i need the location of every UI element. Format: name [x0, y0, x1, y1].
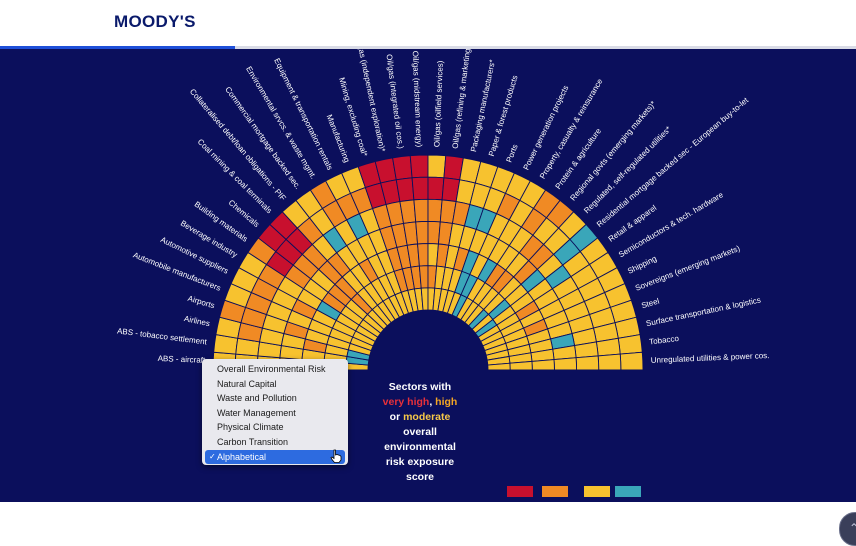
heatmap-cell[interactable]: [617, 334, 643, 355]
legend-item: High: [540, 486, 570, 510]
dropdown-option-label: Natural Capital: [217, 378, 277, 389]
dropdown-option-label: Carbon Transition: [217, 436, 289, 447]
legend-swatch: [507, 486, 533, 497]
sector-label: Surface transportation & logistics: [645, 295, 761, 328]
chevron-up-icon: ⌃: [849, 521, 856, 535]
heatmap-cell[interactable]: [413, 198, 429, 223]
heatmap-cell[interactable]: [619, 351, 644, 371]
heatmap-cell[interactable]: [595, 337, 621, 357]
selected-category-label: Selected category:: [123, 501, 204, 511]
sector-label: Residential mortgage backed sec - Europe…: [595, 95, 751, 229]
legend-swatch: [584, 486, 610, 497]
legend: Very high risk High Moderate Low: [495, 486, 655, 516]
dropdown-option-label: Waste and Pollution: [217, 393, 297, 404]
dropdown-option[interactable]: Natural Capital: [202, 377, 348, 392]
sector-label: Airports: [187, 294, 216, 310]
heatmap-cell[interactable]: [418, 265, 429, 289]
heatmap-cell[interactable]: [427, 176, 445, 201]
dropdown-option-label: Alphabetical: [217, 451, 267, 462]
legend-swatch: [542, 486, 568, 497]
sector-label: Tobacco: [649, 334, 680, 347]
heatmap-cell[interactable]: [531, 359, 555, 371]
sector-label: Ports: [505, 143, 520, 164]
sector-label: Steel: [640, 296, 660, 310]
dropdown-option-label: Physical Climate: [217, 422, 284, 433]
heatmap-cell[interactable]: [575, 355, 600, 371]
or-text: or: [389, 411, 404, 423]
moodys-logo[interactable]: MOODY'S: [114, 12, 196, 31]
center-line-4: environmental: [384, 441, 456, 453]
top-bar: MOODY'S: [0, 0, 856, 47]
center-line-5: risk exposure: [385, 456, 455, 468]
sector-label: Oil/gas (midstream energy): [411, 51, 424, 148]
center-line-6: score: [405, 471, 435, 483]
dropdown-option[interactable]: ✓ Alphabetical: [205, 449, 345, 465]
heatmap-cell[interactable]: [509, 360, 533, 371]
sector-label: Oil/gas (refining & marketing): [451, 49, 473, 149]
dropdown-option-label: Water Management: [217, 407, 296, 418]
sector-label: ABS - tobacco settlement: [117, 326, 208, 346]
sector-label: Power generation projects: [522, 84, 571, 171]
checkmark-icon: ✓: [209, 451, 216, 461]
heatmap-cell[interactable]: [427, 198, 443, 223]
legend-item: Very high risk: [495, 486, 545, 510]
comma-text: ,: [429, 396, 436, 408]
reading-progress-fill: [0, 46, 235, 49]
dropdown-option[interactable]: Overall Environmental Risk: [202, 362, 348, 377]
legend-label: Very high risk: [495, 501, 545, 510]
legend-swatch: [615, 486, 641, 497]
moderate-text: moderate: [403, 411, 451, 423]
very-high-text: very high: [382, 396, 430, 408]
high-text: high: [435, 396, 458, 408]
scroll-to-top-button[interactable]: ⌃: [839, 512, 856, 546]
dropdown-option-label: Overall Environmental Risk: [217, 364, 326, 374]
sector-label: Sovereigns (emerging markets): [634, 244, 742, 293]
sector-label: Unregulated utilities & power cos.: [651, 351, 770, 365]
sector-label: Airlines: [183, 314, 211, 328]
heatmap-cell[interactable]: [392, 155, 413, 181]
sector-label: Shipping: [626, 254, 658, 276]
legend-label: Low: [620, 501, 636, 510]
dropdown-option[interactable]: Carbon Transition: [202, 435, 348, 450]
dropdown-option[interactable]: Water Management: [202, 406, 348, 421]
heatmap-cell[interactable]: [427, 154, 447, 179]
reading-progress-bar: [0, 46, 856, 49]
heatmap-cell[interactable]: [411, 176, 429, 201]
hand-cursor-icon: [330, 449, 342, 463]
sector-label: Oil/gas (oilfield services): [432, 60, 445, 147]
heatmap-cell[interactable]: [487, 362, 511, 371]
legend-item: Low: [613, 486, 643, 510]
sector-label: Oil/gas (integrated oil cos.): [385, 54, 406, 150]
center-line-1: Sectors with: [388, 381, 452, 393]
heatmap-cell[interactable]: [409, 154, 429, 179]
heatmap-cell[interactable]: [597, 353, 622, 371]
heatmap-cell[interactable]: [417, 243, 429, 267]
dropdown-option[interactable]: Physical Climate: [202, 420, 348, 435]
sector-label: ABS - aircraft: [157, 354, 206, 365]
center-description: Sectors with very high, high or moderate…: [370, 380, 470, 485]
heatmap-cell[interactable]: [553, 357, 578, 371]
heatmap-cell[interactable]: [395, 177, 415, 203]
chart-panel: ABS - aircraft ABS - tobacco settlement Ai…: [0, 49, 856, 546]
heatmap-cell[interactable]: [415, 220, 429, 245]
dropdown-option[interactable]: Waste and Pollution: [202, 391, 348, 406]
center-line-3: overall: [403, 426, 437, 438]
legend-label: High: [546, 501, 564, 510]
category-dropdown-menu[interactable]: Overall Environmental Risk Natural Capita…: [202, 359, 348, 465]
